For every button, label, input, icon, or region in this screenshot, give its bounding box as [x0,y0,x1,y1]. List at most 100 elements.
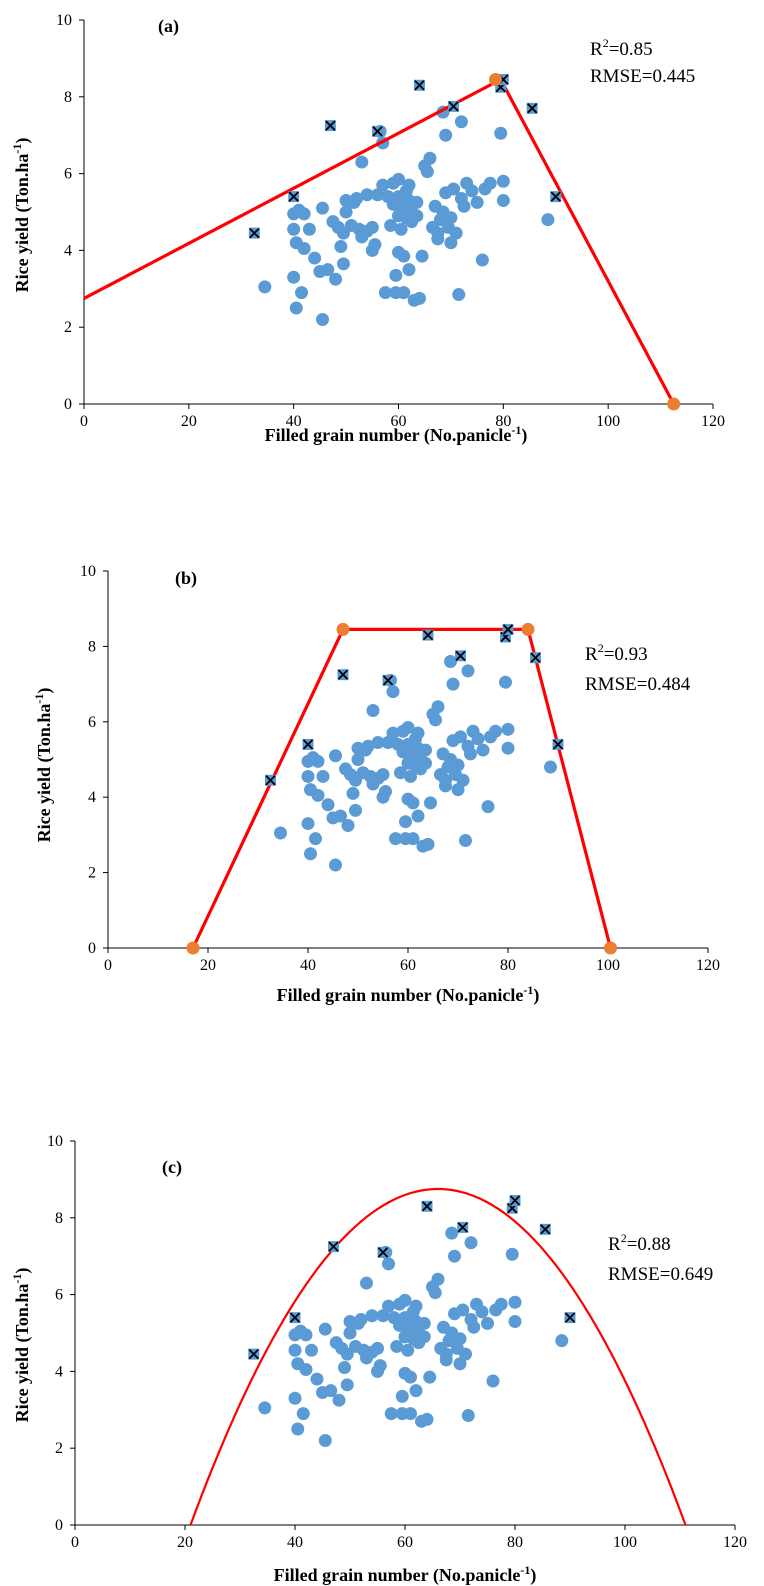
data-point [411,809,425,823]
r-squared-label: R2=0.85 [590,36,653,60]
data-point [334,809,347,823]
data-point [461,664,475,678]
data-point [421,837,435,851]
data-point [424,796,437,810]
data-point [444,654,457,668]
data-point [409,1299,423,1313]
x-tick-label: 80 [507,1534,523,1551]
data-point [446,677,460,691]
data-point [397,286,411,300]
data-point [315,201,329,215]
boundary-point [413,79,425,91]
data-point [451,758,465,772]
x-tick-label: 20 [181,413,197,430]
data-point [410,209,424,223]
data-point [459,834,472,848]
data-point [297,207,311,221]
data-point [368,238,382,252]
data-point [301,817,315,831]
x-tick-label: 120 [696,957,720,974]
data-point [384,1407,398,1421]
data-point [376,178,390,192]
boundary-point [382,674,394,686]
boundary-fit-line [191,627,613,949]
data-point [508,1314,522,1328]
data-point [329,272,343,286]
boundary-point-cross [414,80,425,91]
data-point [386,685,400,699]
data-point [351,753,365,766]
data-point [496,174,510,188]
boundary-point [328,1241,339,1253]
data-point [371,1341,384,1355]
data-point [402,263,416,277]
data-point [401,1343,415,1357]
boundary-point [539,1223,551,1235]
data-point [384,218,398,232]
y-tick-label: 2 [64,319,72,336]
data-point [315,313,329,327]
data-point [397,249,411,263]
data-point [318,1434,332,1448]
x-tick-label: 100 [596,957,620,974]
x-tick-label: 20 [200,957,216,974]
boundary-point-cross [564,1312,576,1323]
fit-breakpoint-marker [604,941,617,955]
boundary-point [502,623,514,635]
data-point [459,1347,472,1361]
data-point [445,1226,459,1240]
data-point [361,739,375,753]
y-tick-label: 4 [64,242,72,259]
boundary-point [552,738,564,750]
boundary-point [422,629,434,641]
y-tick-label: 2 [55,1440,63,1457]
data-point [428,1286,442,1300]
data-point [329,858,342,872]
data-point [452,288,466,302]
boundary-point-cross [249,227,260,239]
data-point [332,1393,346,1407]
data-point [444,211,458,225]
data-point [304,847,317,861]
data-point [378,286,392,300]
data-point [423,151,437,165]
data-point [429,713,442,727]
boundary-point-cross [550,191,561,202]
data-point [496,193,510,207]
boundary-point [550,191,562,203]
data-point [274,826,287,840]
data-point [411,726,425,740]
data-point [258,1401,272,1415]
boundary-point-cross [377,1247,389,1258]
data-point [417,1316,431,1330]
data-point [483,176,497,190]
boundary-point [248,1348,260,1360]
x-tick-label: 80 [495,413,511,430]
data-point [349,803,362,817]
boundary-point [289,1312,301,1324]
data-point [439,779,452,793]
data-point [505,1247,519,1261]
y-tick-label: 6 [88,714,96,731]
data-point [287,222,301,236]
data-point [439,128,453,142]
boundary-point [530,652,541,664]
y-tick-label: 10 [47,1133,63,1150]
y-tick-label: 0 [88,940,96,957]
x-tick-label: 120 [701,413,725,430]
data-point [406,832,420,846]
y-tick-label: 8 [88,638,96,655]
data-point [338,1361,351,1375]
data-point [486,1374,500,1388]
data-point [494,126,508,140]
data-point [457,199,471,213]
data-point [371,736,385,750]
data-point [350,192,364,206]
panel-label: (a) [158,16,179,37]
data-point [402,178,416,192]
data-point [471,732,485,746]
data-point [311,788,325,802]
data-point [448,1249,461,1263]
boundary-point-cross [265,775,276,786]
boundary-point [457,1221,469,1233]
